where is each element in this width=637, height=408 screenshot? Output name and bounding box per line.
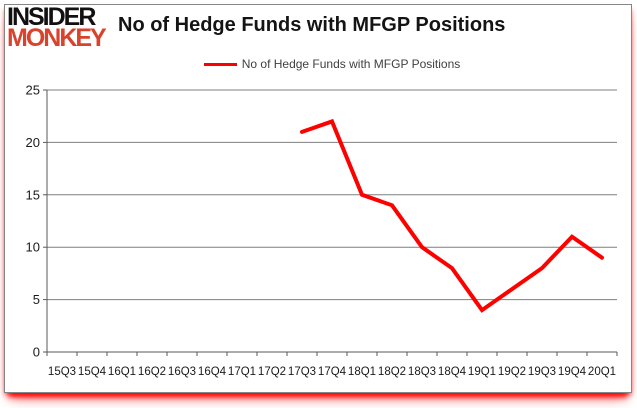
- x-tick-label: 19Q3: [528, 366, 556, 378]
- x-tick-label: 17Q1: [228, 366, 256, 378]
- y-tick-label: 15: [26, 187, 40, 202]
- legend-label: No of Hedge Funds with MFGP Positions: [241, 57, 461, 71]
- x-tick-label: 15Q4: [78, 366, 107, 378]
- x-tick-label: 18Q2: [378, 366, 406, 378]
- y-tick-label: 0: [33, 345, 40, 360]
- y-tick-label: 10: [26, 240, 40, 255]
- legend: No of Hedge Funds with MFGP Positions: [47, 56, 617, 72]
- insider-monkey-logo: INSIDER MONKEY: [7, 3, 107, 52]
- logo-insider-text: INSIDER: [7, 3, 96, 31]
- y-tick-label: 25: [26, 83, 40, 98]
- series-line: [300, 118, 604, 313]
- legend-line-marker: [203, 62, 237, 66]
- x-tick-label: 17Q2: [258, 366, 286, 378]
- x-tick-label: 18Q4: [438, 366, 467, 378]
- x-tick-label: 16Q1: [108, 366, 136, 378]
- x-tick-label: 16Q3: [168, 366, 196, 378]
- y-tick-label: 20: [26, 135, 40, 150]
- x-tick-label: 15Q3: [48, 366, 76, 378]
- x-tick-label: 18Q3: [408, 366, 436, 378]
- y-tick-label: 5: [33, 292, 40, 307]
- x-tick-label: 16Q4: [198, 366, 227, 378]
- x-tick-label: 19Q4: [558, 366, 587, 378]
- x-tick-label: 18Q1: [348, 366, 376, 378]
- x-tick-label: 17Q3: [288, 366, 316, 378]
- chart-title: No of Hedge Funds with MFGP Positions: [118, 14, 506, 36]
- x-tick-label: 17Q4: [318, 366, 347, 378]
- chart-frame: [4, 4, 632, 393]
- x-tick-label: 19Q1: [468, 366, 496, 378]
- x-tick-label: 20Q1: [588, 366, 616, 378]
- x-tick-label: 16Q2: [138, 366, 166, 378]
- logo-monkey-text: MONKEY: [7, 24, 107, 52]
- x-tick-label: 19Q2: [498, 366, 526, 378]
